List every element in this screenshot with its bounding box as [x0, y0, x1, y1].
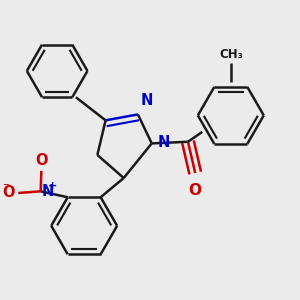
Text: ⁻: ⁻ [2, 181, 8, 194]
Text: O: O [2, 185, 15, 200]
Text: O: O [189, 183, 202, 198]
Text: N: N [42, 184, 54, 199]
Text: N: N [157, 135, 170, 150]
Text: N: N [140, 94, 153, 109]
Text: +: + [48, 181, 57, 191]
Text: CH₃: CH₃ [219, 48, 243, 61]
Text: O: O [35, 153, 48, 168]
